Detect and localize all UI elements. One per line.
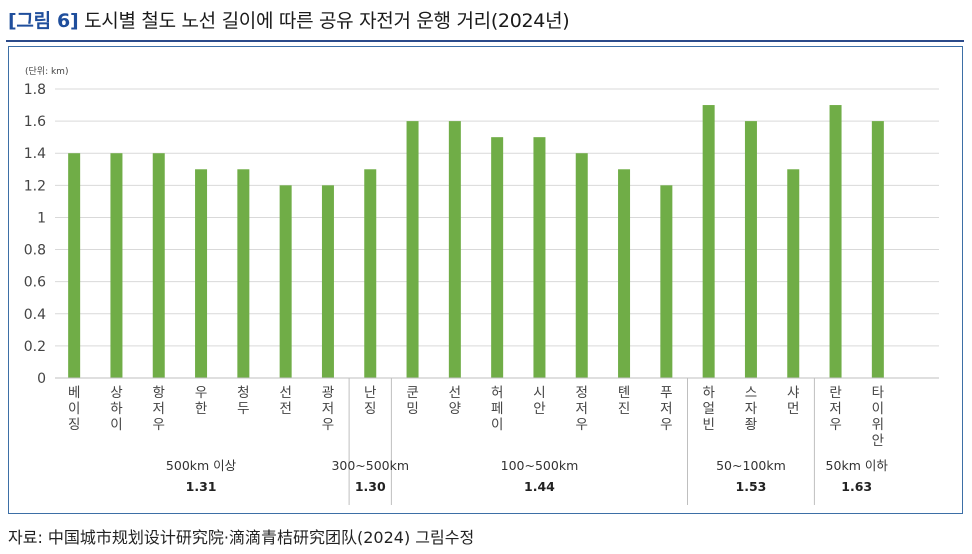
bar [744, 121, 757, 378]
bar [787, 169, 800, 378]
title-divider [6, 40, 964, 42]
y-tick-label: 1 [37, 210, 46, 226]
y-tick-label: 1.4 [24, 146, 46, 162]
y-tick-label: 1.6 [24, 114, 46, 130]
bar [364, 169, 377, 378]
bar [618, 169, 631, 378]
group-average: 1.30 [355, 479, 386, 494]
bar [321, 185, 334, 378]
group-average: 1.31 [186, 479, 217, 494]
y-tick-label: 0.8 [24, 243, 46, 259]
group-label: 300~500km [331, 458, 409, 473]
bar [871, 121, 884, 378]
group-average: 1.53 [736, 479, 767, 494]
group-label: 100~500km [501, 458, 579, 473]
group-label: 500km 이상 [166, 458, 237, 473]
unit-label: (단위: km) [25, 66, 68, 77]
figure-caption: 도시별 철도 노선 길이에 따른 공유 자전거 운행 거리(2024년) [84, 10, 570, 32]
y-tick-label: 0.4 [24, 307, 46, 323]
bar [152, 153, 165, 378]
bar [237, 169, 250, 378]
bar [575, 153, 588, 378]
y-tick-label: 1.2 [24, 178, 46, 194]
y-tick-label: 1.8 [24, 82, 46, 98]
bar [702, 105, 715, 379]
chart-frame: (단위: km) 0 0.2 0.4 0.6 0.8 1 1.2 1.4 1.6 1.8 베 이 징 상 하 이… [8, 46, 963, 514]
group-label: 50km 이하 [826, 458, 889, 473]
bar [406, 121, 419, 378]
bar [195, 169, 208, 378]
bar [829, 105, 842, 379]
y-tick-label: 0 [37, 371, 46, 387]
bar [110, 153, 123, 378]
bar-chart: (단위: km) 0 0.2 0.4 0.6 0.8 1 1.2 1.4 1.6 1.8 베 이 징 상 하 이… [24, 66, 939, 505]
group-average: 1.63 [841, 479, 872, 494]
bar [448, 121, 461, 378]
group-average: 1.44 [524, 479, 555, 494]
figure-tag: [그림 6] [8, 10, 79, 32]
bar [660, 185, 673, 378]
bar [491, 137, 504, 378]
group-label: 50~100km [716, 458, 786, 473]
bar [279, 185, 292, 378]
figure-title: [그림 6] 도시별 철도 노선 길이에 따른 공유 자전거 운행 거리(202… [8, 6, 570, 33]
source-note: 자료: 中国城市规划设计研究院·滴滴青桔研究团队(2024) 그림수정 [8, 528, 475, 547]
y-tick-label: 0.6 [24, 275, 46, 291]
bar [533, 137, 546, 378]
bar [68, 153, 81, 378]
y-tick-label: 0.2 [24, 339, 46, 355]
